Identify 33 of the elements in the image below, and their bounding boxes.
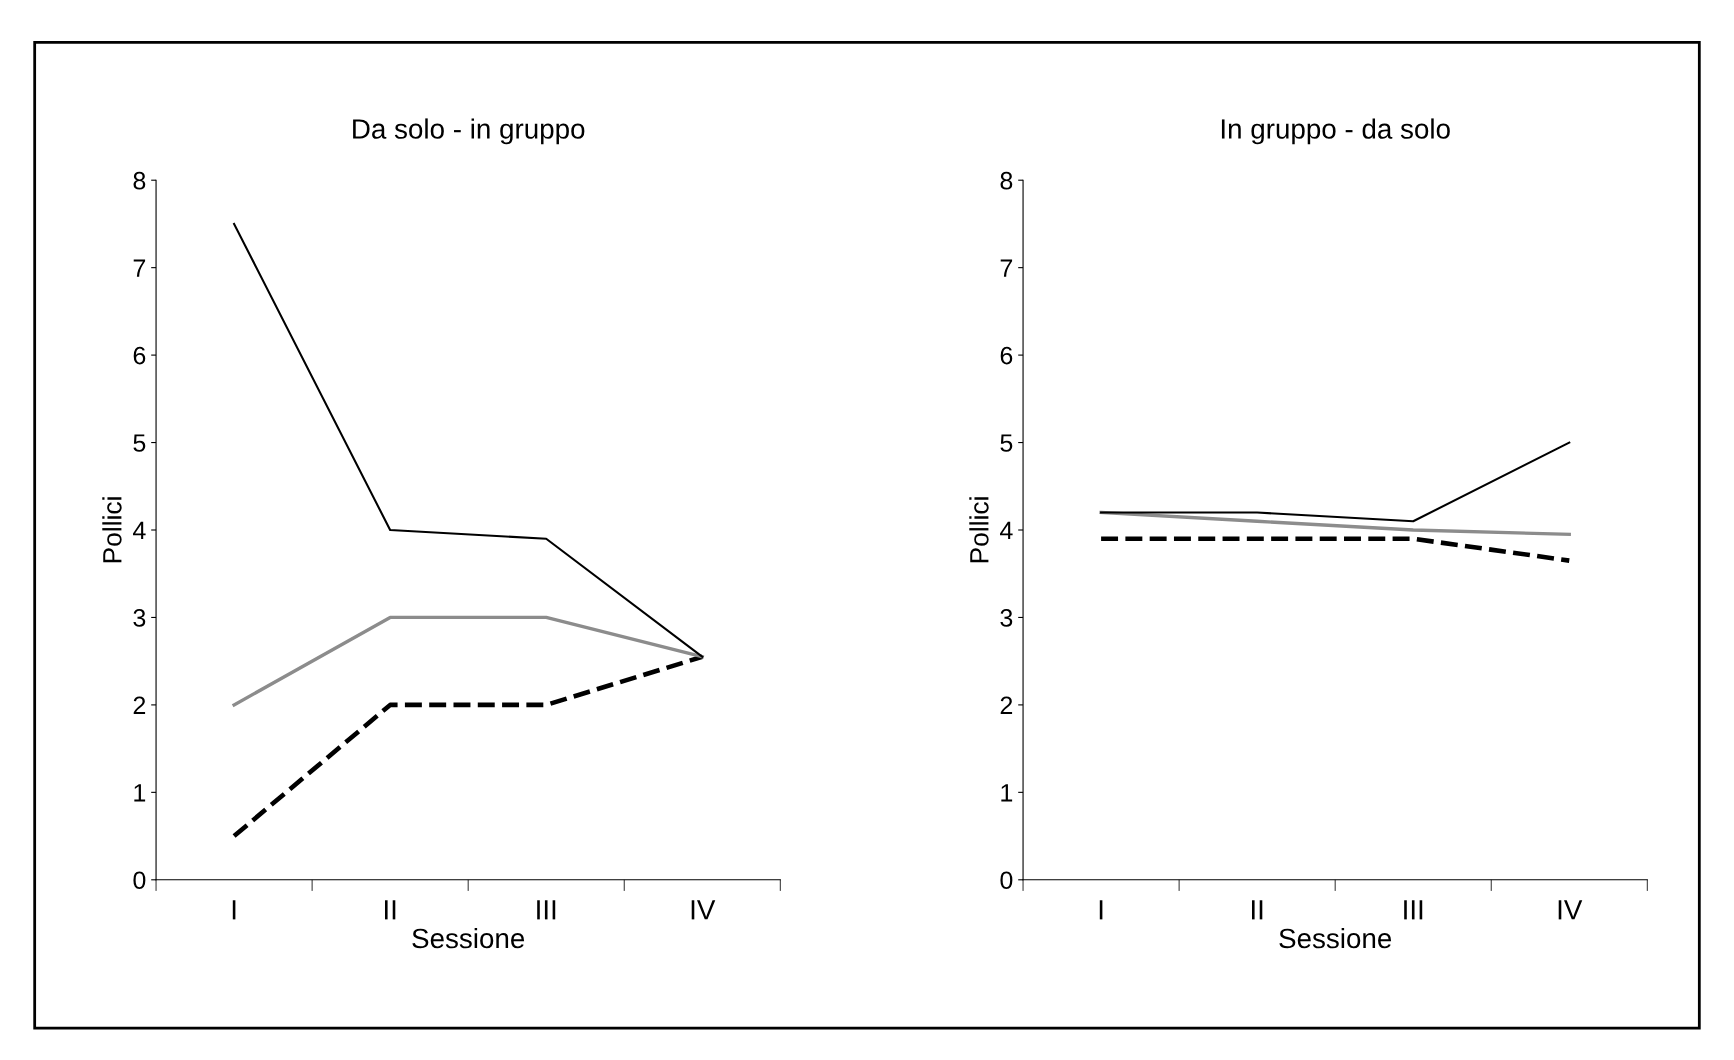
y-tick-label: 4 [133, 521, 146, 540]
y-tick-label: 7 [1000, 259, 1013, 277]
x-tick-label: I [1099, 900, 1103, 920]
y-tick-label: 1 [134, 784, 146, 802]
y-tick-label: 5 [133, 434, 146, 452]
y-tick-label: 4 [1000, 521, 1013, 540]
y-tick-label: 8 [133, 171, 146, 190]
y-tick-label: 6 [133, 346, 146, 365]
x-tick-label: II [385, 900, 396, 920]
line-series [1099, 510, 1571, 537]
y-tick-label: 2 [133, 696, 146, 714]
x-tick-label: IV [691, 900, 716, 920]
y-tick-label: 5 [1000, 434, 1013, 452]
x-tick-label: III [1404, 900, 1423, 920]
y-tick-label: 2 [1000, 696, 1013, 714]
y-tick-label: 7 [133, 259, 146, 277]
y-tick-label: 8 [1000, 171, 1013, 190]
y-tick-label: 3 [1000, 609, 1013, 627]
y-tick-label: 0 [1000, 871, 1013, 890]
y-tick-label: 3 [133, 609, 146, 627]
x-tick-label: III [537, 900, 556, 920]
y-axis-title: Pollici [102, 497, 122, 563]
y-tick-label: 1 [1001, 784, 1013, 802]
y-tick-label: 0 [133, 871, 146, 890]
x-tick-label: II [1252, 900, 1263, 920]
chart-title: In gruppo - da solo [1221, 118, 1450, 145]
x-axis-title: Sessione [1279, 927, 1392, 949]
y-axis-title: Pollici [969, 497, 989, 563]
y-tick-label: 6 [1000, 346, 1013, 365]
x-axis-title: Sessione [412, 927, 525, 949]
x-tick-label: IV [1558, 900, 1583, 920]
x-tick-label: I [232, 900, 236, 920]
chart-title: Da solo - in gruppo [353, 118, 585, 145]
